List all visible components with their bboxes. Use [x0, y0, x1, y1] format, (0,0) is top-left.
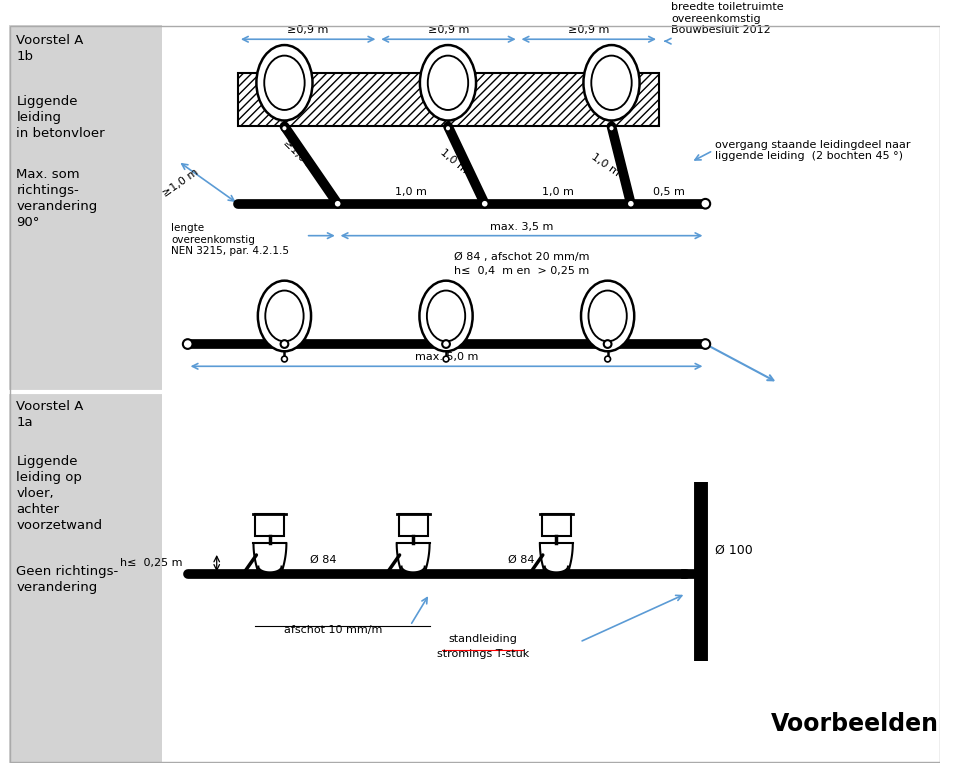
Bar [238, 73, 659, 127]
Text: h≤  0,4  m en  > 0,25 m: h≤ 0,4 m en > 0,25 m [454, 266, 589, 275]
Bar [9, 392, 162, 763]
Bar [9, 24, 162, 392]
Text: Geen richtings-
verandering: Geen richtings- verandering [16, 565, 118, 594]
Text: Ø 100: Ø 100 [716, 543, 753, 557]
Ellipse shape [258, 561, 281, 572]
Circle shape [281, 356, 287, 362]
Text: overgang staande leidingdeel naar
liggende leiding  (2 bochten 45 °): overgang staande leidingdeel naar liggen… [716, 140, 911, 161]
Text: Voorstel A
1a: Voorstel A 1a [16, 400, 84, 429]
Circle shape [700, 340, 710, 349]
Bar [399, 514, 428, 536]
Circle shape [627, 200, 635, 208]
Text: Liggende
leiding
in betonvloer: Liggende leiding in betonvloer [16, 95, 105, 140]
Text: Voorbeelden: Voorbeelden [771, 712, 939, 736]
Text: standleiding: standleiding [449, 634, 517, 644]
Circle shape [280, 340, 288, 348]
Text: lengte
overeenkomstig
NEN 3215, par. 4.2.1.5: lengte overeenkomstig NEN 3215, par. 4.2… [171, 223, 289, 256]
Text: Ø 84 , afschot 20 mm/m: Ø 84 , afschot 20 mm/m [454, 252, 589, 262]
Ellipse shape [402, 561, 425, 572]
Text: 1,0 m: 1,0 m [589, 152, 621, 179]
Text: Liggende
leiding op
vloer,
achter
voorzetwand: Liggende leiding op vloer, achter voorze… [16, 456, 102, 533]
Bar [542, 514, 571, 536]
Text: ≥1,0 m: ≥1,0 m [281, 137, 317, 173]
Text: Max. som
richtings-
verandering
90°: Max. som richtings- verandering 90° [16, 168, 97, 229]
Text: h≤  0,25 m: h≤ 0,25 m [120, 559, 183, 568]
Text: stromings T-stuk: stromings T-stuk [436, 649, 529, 658]
Text: Voorstel A
1b: Voorstel A 1b [16, 34, 84, 63]
Text: max. 3,5 m: max. 3,5 m [490, 222, 553, 232]
Circle shape [605, 356, 611, 362]
Text: ≥0,9 m: ≥0,9 m [288, 25, 328, 35]
Circle shape [281, 125, 287, 131]
Text: ≥0,9 m: ≥0,9 m [568, 25, 610, 35]
Text: afschot 10 mm/m: afschot 10 mm/m [284, 625, 382, 635]
Ellipse shape [581, 281, 635, 351]
Text: 0,5 m: 0,5 m [653, 187, 685, 197]
Text: Ø 84: Ø 84 [508, 555, 534, 565]
Circle shape [443, 356, 449, 362]
Circle shape [445, 125, 451, 131]
Text: breedte toiletruimte
overeenkomstig
Bouwbesluit 2012: breedte toiletruimte overeenkomstig Bouw… [671, 2, 784, 35]
Circle shape [183, 340, 193, 349]
Circle shape [442, 340, 450, 348]
Ellipse shape [420, 45, 476, 121]
Circle shape [481, 200, 488, 208]
Bar [255, 514, 284, 536]
Circle shape [700, 199, 710, 208]
Ellipse shape [584, 45, 639, 121]
Ellipse shape [420, 281, 473, 351]
Circle shape [334, 200, 342, 208]
Text: ≥0,9 m: ≥0,9 m [428, 25, 469, 35]
Text: max. 5,0 m: max. 5,0 m [415, 353, 479, 362]
Text: Ø 84: Ø 84 [310, 555, 336, 565]
Text: ≥1,0 m: ≥1,0 m [161, 166, 200, 198]
Ellipse shape [256, 45, 313, 121]
Text: 1,0 m: 1,0 m [542, 187, 574, 197]
Text: 1,0 m: 1,0 m [438, 147, 469, 175]
Circle shape [609, 125, 614, 131]
Ellipse shape [258, 281, 311, 351]
Ellipse shape [545, 561, 568, 572]
Circle shape [604, 340, 612, 348]
Text: 1,0 m: 1,0 m [395, 187, 428, 197]
